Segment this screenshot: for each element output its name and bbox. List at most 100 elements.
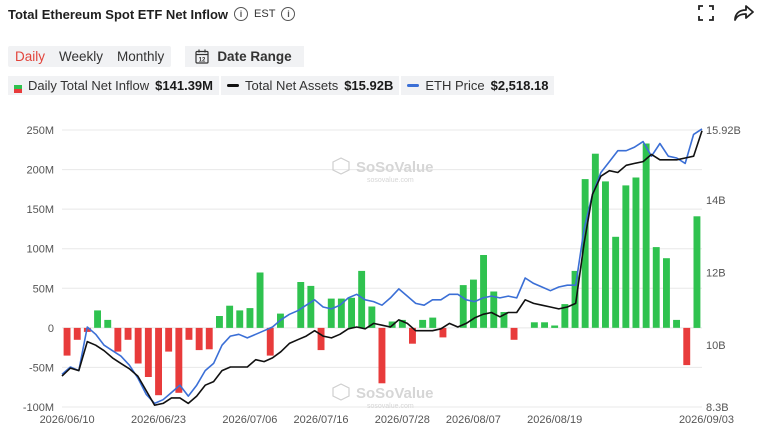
inflow-bar	[337, 298, 345, 328]
inflow-bar	[205, 327, 213, 350]
inflow-bar	[256, 272, 264, 328]
inflow-bar	[622, 185, 630, 328]
inflow-bar	[439, 327, 447, 338]
inflow-bar	[551, 325, 559, 328]
inflow-bar	[236, 310, 244, 328]
inflow-bar	[693, 216, 701, 328]
inflow-bar	[683, 327, 691, 366]
x-tick-label: 2026/07/06	[222, 414, 277, 426]
info-circle-icon[interactable]: i	[281, 7, 296, 21]
legend-swatch-price	[407, 83, 420, 87]
inflow-bar	[307, 285, 315, 328]
watermark-url: sosovalue.com	[367, 177, 414, 184]
watermark-bottom: SoSoValue sosovalue.com	[332, 383, 434, 410]
inflow-bar	[632, 177, 640, 328]
inflow-bar	[175, 327, 183, 393]
inflow-bar	[348, 297, 355, 328]
inflow-bar	[73, 327, 81, 340]
inflow-bar	[155, 327, 162, 396]
inflow-bar	[114, 327, 122, 352]
left-tick-label: 50M	[33, 283, 54, 295]
right-axis: 8.3B 10B 12B 14B 15.92B	[706, 125, 741, 414]
right-tick-label: 12B	[706, 267, 726, 279]
inflow-bar	[652, 247, 660, 328]
right-tick-label: 10B	[706, 340, 726, 352]
inflow-bar	[368, 306, 376, 328]
inflow-bar	[561, 304, 569, 328]
expand-icon	[698, 5, 714, 21]
watermark-brand: SoSoValue	[356, 159, 434, 176]
inflow-bar	[104, 319, 112, 328]
inflow-bar	[144, 327, 152, 377]
left-tick-label: -100M	[23, 402, 54, 414]
inflow-bar	[216, 316, 223, 328]
inflow-bars	[63, 143, 701, 396]
inflow-bar	[581, 179, 589, 328]
legend: Daily Total Net Inflow $141.39M Total Ne…	[8, 74, 556, 96]
legend-item-net-assets[interactable]: Total Net Assets $15.92B	[220, 75, 400, 95]
legend-swatch-assets	[226, 83, 239, 87]
legend-value: $2,518.18	[490, 77, 549, 93]
inflow-bar	[429, 317, 437, 328]
inflow-bar	[398, 319, 406, 328]
legend-item-eth-price[interactable]: ETH Price $2,518.18	[401, 75, 555, 95]
watermark-top: SoSoValue sosovalue.com	[332, 157, 434, 184]
chart-canvas[interactable]: SoSoValue sosovalue.com SoSoValue sosova…	[0, 110, 768, 437]
left-tick-label: 200M	[26, 165, 54, 177]
inflow-bar	[124, 327, 132, 340]
chart-title: Total Ethereum Spot ETF Net Inflow	[8, 6, 229, 22]
date-range-button[interactable]: 12 Date Range	[185, 45, 304, 67]
inflow-bar	[470, 279, 477, 328]
x-tick-label: 2026/08/19	[527, 414, 582, 426]
info-circle-icon[interactable]: i	[234, 7, 249, 21]
tab-daily[interactable]: Daily	[15, 48, 46, 64]
left-tick-label: 250M	[26, 125, 54, 137]
inflow-bar	[378, 327, 386, 384]
left-tick-label: 0	[48, 323, 54, 335]
inflow-bar	[591, 153, 599, 328]
inflow-bar	[642, 143, 650, 328]
inflow-bar	[500, 312, 508, 328]
tab-monthly[interactable]: Monthly	[117, 48, 165, 64]
inflow-bar	[94, 310, 101, 328]
inflow-bar	[63, 327, 71, 356]
inflow-bar	[226, 305, 234, 328]
timezone-label: EST	[254, 8, 276, 20]
tab-weekly[interactable]: Weekly	[59, 48, 104, 64]
inflow-bar	[459, 285, 467, 328]
calendar-icon: 12	[195, 49, 209, 64]
inflow-bar	[246, 308, 254, 328]
inflow-bar	[602, 181, 609, 328]
x-tick-label: 2026/09/03	[679, 414, 734, 426]
period-tabs: Daily Weekly Monthly	[8, 45, 172, 67]
fullscreen-button[interactable]	[692, 0, 720, 26]
inflow-bar	[165, 327, 173, 352]
inflow-bar	[510, 327, 518, 340]
inflow-bar	[480, 255, 487, 328]
share-arrow-icon	[734, 5, 754, 21]
inflow-bar	[673, 319, 680, 328]
inflow-bar	[409, 327, 416, 344]
share-button[interactable]	[730, 0, 758, 26]
inflow-bar	[571, 270, 579, 328]
inflow-bar	[134, 327, 142, 364]
right-tick-label: 8.3B	[706, 402, 729, 414]
date-range-label: Date Range	[217, 48, 292, 64]
left-tick-label: 150M	[26, 204, 54, 216]
inflow-bar	[297, 282, 305, 328]
watermark-brand: SoSoValue	[356, 385, 434, 402]
legend-label: Total Net Assets	[244, 77, 339, 93]
inflow-bar	[195, 327, 203, 351]
inflow-bar	[530, 322, 538, 328]
inflow-bar	[419, 319, 427, 328]
inflow-bar	[663, 258, 670, 328]
inflow-bar	[266, 327, 274, 356]
legend-item-net-inflow[interactable]: Daily Total Net Inflow $141.39M	[8, 75, 219, 95]
inflow-bar	[317, 327, 325, 351]
left-tick-label: 100M	[26, 244, 54, 256]
legend-swatch-inflow	[14, 81, 22, 93]
watermark-url: sosovalue.com	[367, 403, 414, 410]
legend-label: Daily Total Net Inflow	[28, 77, 150, 93]
net-assets-line	[61, 130, 703, 407]
right-tick-label: 14B	[706, 195, 726, 207]
